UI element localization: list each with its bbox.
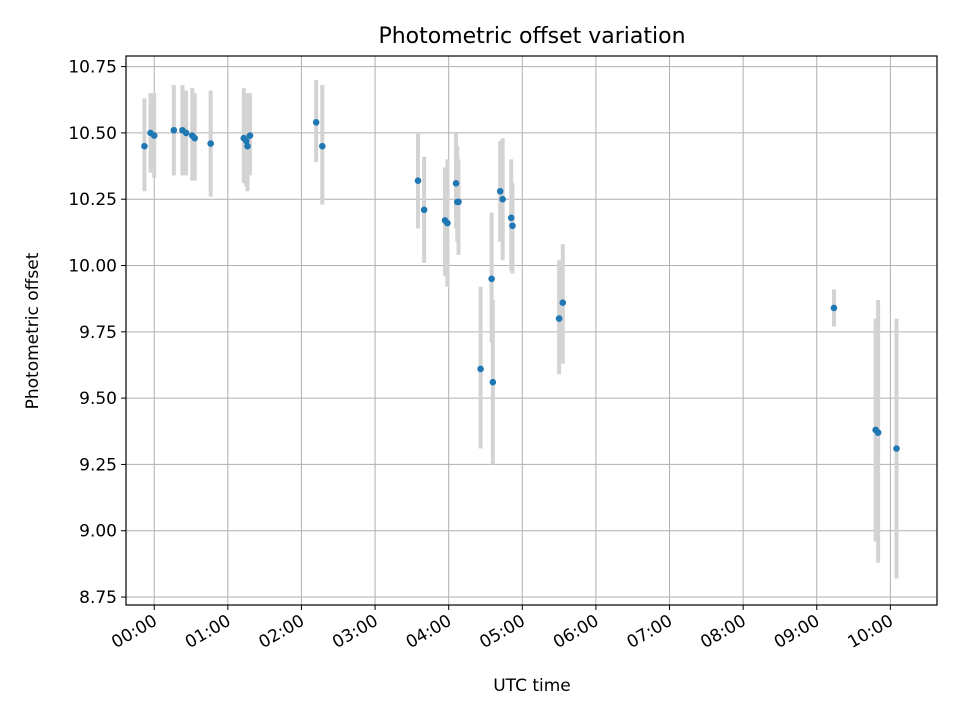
data-point [246,132,254,139]
data-point [170,126,178,134]
y-axis-label: Photometric offset [23,252,43,409]
data-point [452,180,460,187]
y-tick-label: 9.75 [79,323,117,343]
data-point [455,198,462,206]
data-point [444,219,451,227]
data-point [496,187,504,195]
data-point [499,195,506,203]
data-point [893,445,900,452]
grid [126,56,937,605]
y-tick-label: 10.50 [68,124,117,144]
y-tick-label: 9.00 [79,522,117,542]
data-point [242,137,250,145]
y-tick-label: 10.75 [68,58,117,78]
data-point [477,365,484,373]
data-point [507,214,515,222]
y-tick-label: 10.25 [68,190,117,210]
x-axis-label: UTC time [493,676,571,696]
y-tick-label: 9.25 [79,455,117,475]
plot-frame [125,55,938,606]
data-point [488,275,495,283]
data-point [150,132,158,139]
y-tick-label: 10.00 [68,257,117,277]
data-point [559,299,567,306]
data-point [489,378,497,386]
data-point [509,222,516,230]
chart-title: Photometric offset variation [378,24,685,49]
data-point [312,119,320,126]
data-point [420,206,428,214]
data-point [244,142,251,150]
y-tick-label: 8.75 [79,588,117,608]
data-points [141,119,900,452]
y-axis-ticks: 8.75 9.00 9.25 9.50 9.75 10.00 10.25 10.50 10.75 [68,58,126,608]
data-point [182,129,190,137]
data-point [830,304,838,312]
data-point [141,142,148,150]
data-point [874,429,882,436]
data-point [555,315,563,322]
data-point [414,177,422,184]
data-point [191,134,199,142]
data-point [207,140,214,147]
data-point [319,142,326,150]
y-tick-label: 9.50 [79,389,117,409]
